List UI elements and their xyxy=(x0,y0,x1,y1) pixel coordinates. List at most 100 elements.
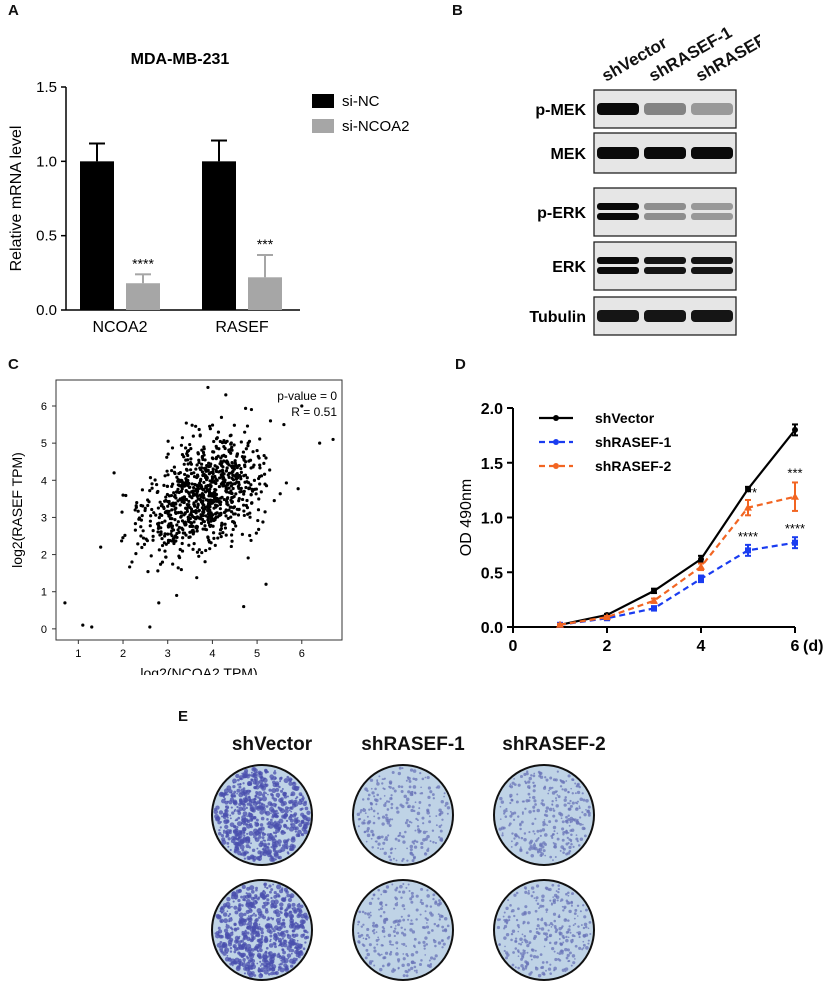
colony xyxy=(283,844,289,850)
colony xyxy=(229,947,233,950)
colony xyxy=(242,958,246,962)
colony xyxy=(545,969,547,972)
colony xyxy=(389,943,392,946)
scatter-point xyxy=(229,544,233,549)
colony xyxy=(357,934,362,939)
colony xyxy=(582,798,586,802)
scatter-point xyxy=(242,492,246,496)
colony xyxy=(303,936,308,940)
colony xyxy=(249,914,253,918)
colony xyxy=(364,956,368,960)
colony xyxy=(237,783,240,786)
colony xyxy=(563,798,567,802)
colony xyxy=(256,932,261,938)
colony xyxy=(282,801,287,806)
colony xyxy=(538,927,541,930)
scatter-point xyxy=(262,472,267,476)
blot-band xyxy=(597,310,639,322)
y-tick-label: 1.5 xyxy=(481,456,503,473)
scatter-point xyxy=(235,464,239,468)
scatter-point xyxy=(206,484,210,488)
y-axis-label: OD 490nm xyxy=(458,479,475,556)
colony xyxy=(569,931,572,934)
scatter-point xyxy=(233,482,237,486)
scatter-point xyxy=(213,497,218,502)
colony xyxy=(433,957,436,961)
colony xyxy=(426,894,430,898)
y-tick-label: 0.5 xyxy=(36,228,57,245)
colony xyxy=(566,836,569,840)
scatter-point xyxy=(185,468,189,472)
colony xyxy=(250,953,254,956)
colony xyxy=(379,914,383,918)
scatter-point xyxy=(199,468,203,472)
colony xyxy=(380,953,383,956)
scatter-point xyxy=(178,480,182,484)
colony xyxy=(567,960,570,963)
scatter-point xyxy=(212,536,216,541)
colony xyxy=(400,896,403,899)
colony xyxy=(259,798,262,802)
legend-marker xyxy=(553,439,559,445)
colony xyxy=(239,800,243,804)
colony xyxy=(371,791,375,795)
colony xyxy=(413,946,416,948)
colony xyxy=(545,814,549,818)
colony xyxy=(229,817,232,820)
colony xyxy=(297,952,301,956)
colony xyxy=(549,776,553,780)
scatter-point xyxy=(242,604,246,609)
colony xyxy=(306,919,308,921)
colony xyxy=(301,826,307,832)
scatter-point xyxy=(194,499,198,503)
colony xyxy=(543,785,547,789)
colony xyxy=(376,780,379,783)
colony xyxy=(263,901,269,907)
colony xyxy=(559,785,563,788)
colony xyxy=(583,915,587,919)
colony xyxy=(528,972,532,976)
colony xyxy=(511,908,515,913)
colony xyxy=(520,836,524,840)
colony xyxy=(578,805,581,808)
colony xyxy=(300,904,304,909)
colony xyxy=(375,840,378,843)
colony xyxy=(294,925,298,928)
scatter-point xyxy=(139,503,143,508)
colony xyxy=(215,805,220,810)
colony xyxy=(242,773,249,779)
x-tick-label: 4 xyxy=(209,648,215,660)
colony xyxy=(300,812,305,817)
scatter-point xyxy=(199,521,204,525)
colony xyxy=(372,924,376,928)
scatter-point xyxy=(226,496,230,500)
colony xyxy=(223,797,226,800)
colony xyxy=(357,923,359,926)
colony xyxy=(301,795,304,798)
colony xyxy=(385,816,389,821)
scatter-point xyxy=(201,510,205,514)
colony xyxy=(503,949,506,953)
colony xyxy=(241,904,244,907)
scatter-point xyxy=(249,493,253,497)
scatter-point xyxy=(229,489,233,493)
colony xyxy=(255,888,258,892)
colony xyxy=(270,956,275,962)
colony xyxy=(401,963,405,968)
colony xyxy=(274,834,278,838)
colony xyxy=(384,836,388,840)
colony xyxy=(512,951,515,954)
series-line xyxy=(559,429,796,626)
colony xyxy=(545,911,548,913)
scatter-point xyxy=(140,488,145,492)
colony xyxy=(280,962,283,966)
colony xyxy=(582,823,584,826)
colony xyxy=(390,943,393,946)
colony xyxy=(289,780,292,783)
colony xyxy=(222,912,228,917)
colony xyxy=(290,948,295,953)
colony xyxy=(530,774,533,777)
colony-label-shrasef-1: shRASEF-1 xyxy=(361,734,465,755)
scatter-point xyxy=(243,430,247,434)
scatter-point xyxy=(235,453,239,457)
